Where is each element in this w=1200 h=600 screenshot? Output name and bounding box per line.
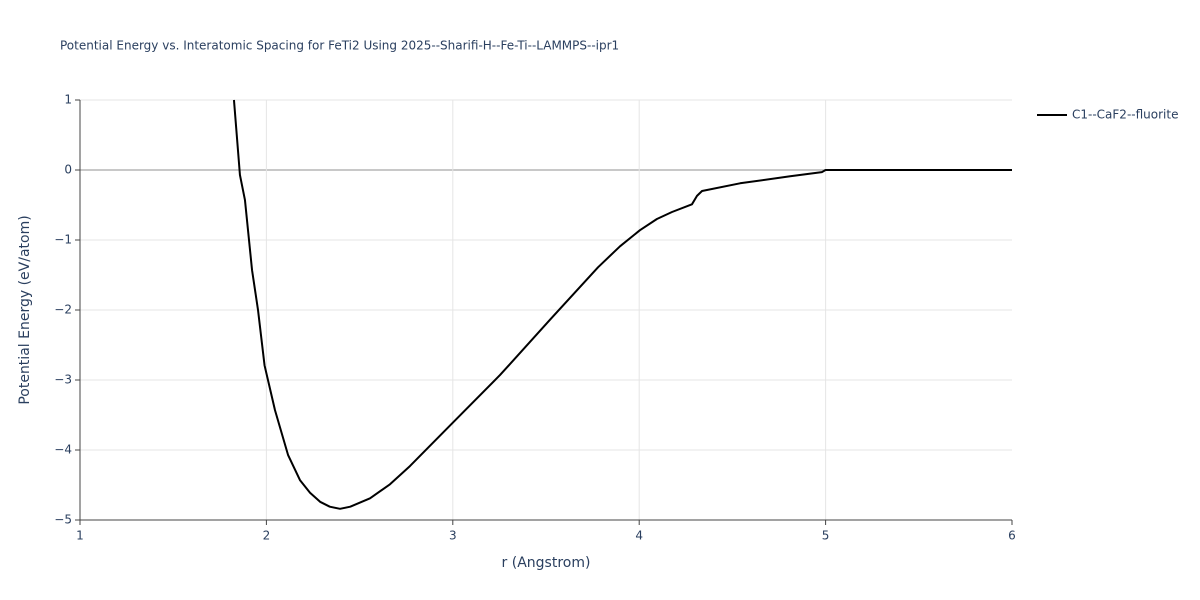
y-tick-label: 0 — [64, 163, 72, 177]
x-tick-label: 2 — [263, 529, 271, 543]
x-tick-label: 1 — [76, 529, 84, 543]
y-tick-label: −5 — [54, 513, 72, 527]
x-tick-label: 4 — [635, 529, 643, 543]
y-tick-label: 1 — [64, 93, 72, 107]
y-tick-label: −2 — [54, 303, 72, 317]
y-tick-label: −4 — [54, 443, 72, 457]
x-tick-label: 6 — [1008, 529, 1016, 543]
y-tick-label: −3 — [54, 373, 72, 387]
x-axis-title: r (Angstrom) — [502, 555, 591, 571]
chart-title: Potential Energy vs. Interatomic Spacing… — [60, 39, 619, 53]
x-tick-label: 3 — [449, 529, 457, 543]
series-line — [232, 99, 1012, 510]
y-tick-label: −1 — [54, 233, 72, 247]
legend-label: C1--CaF2--fluorite — [1072, 108, 1178, 122]
y-axis-title: Potential Energy (eV/atom) — [17, 215, 33, 404]
x-tick-label: 5 — [822, 529, 830, 543]
